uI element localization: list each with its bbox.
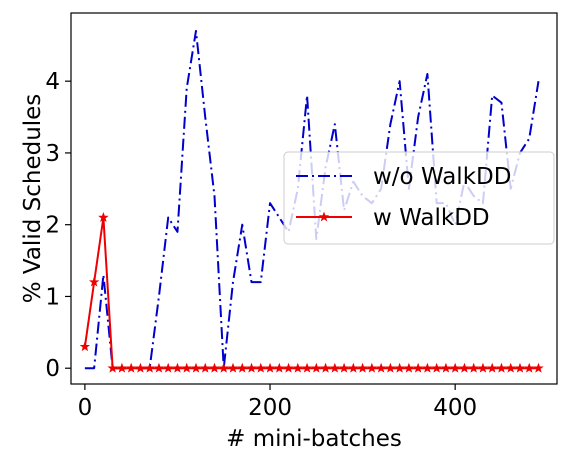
data-point-w-walkdd [505,362,516,373]
data-point-w-walkdd [98,212,109,222]
data-point-w-walkdd [301,362,313,373]
data-point-w-walkdd [311,362,322,373]
data-point-w-walkdd [107,362,118,373]
data-point-w-walkdd [125,362,137,373]
data-point-w-walkdd [135,362,146,373]
data-point-w-walkdd [348,362,359,373]
x-axis-label: # mini-batches [226,426,402,452]
data-point-w-walkdd [162,362,174,373]
legend-label-w-walkdd: w WalkDD [373,205,490,231]
data-point-w-walkdd [412,362,424,373]
legend-marker-w-walkdd [318,211,330,222]
data-point-w-walkdd [486,362,498,373]
y-tick-label: 2 [45,213,60,239]
data-point-w-walkdd [533,362,544,373]
data-point-w-walkdd [403,362,415,373]
x-axis: 0 200 400 [78,384,477,421]
data-point-w-walkdd [449,362,461,373]
data-point-w-walkdd [283,362,294,373]
legend-star-marker [318,211,330,222]
x-tick-label: 200 [248,395,292,421]
data-point-w-walkdd [200,362,211,373]
data-point-w-walkdd [366,362,378,373]
y-tick-label: 1 [45,284,60,310]
data-point-w-walkdd [440,362,452,373]
data-point-w-walkdd [338,362,350,373]
data-point-w-walkdd [88,276,100,287]
x-tick-label: 0 [78,395,93,421]
data-point-w-walkdd [422,362,433,373]
data-point-w-walkdd [496,362,507,373]
data-point-w-walkdd [329,362,341,373]
data-point-w-walkdd [255,362,266,373]
x-tick-label: 400 [433,395,477,421]
data-point-w-walkdd [227,362,239,373]
y-tick-label: 0 [45,356,60,382]
data-point-w-walkdd [218,362,229,373]
data-point-w-walkdd [209,362,220,373]
data-point-w-walkdd [190,362,202,373]
y-tick-label: 3 [45,141,60,167]
data-point-w-walkdd [172,362,183,373]
data-point-w-walkdd [477,362,489,373]
data-point-w-walkdd [274,362,285,373]
data-point-w-walkdd [514,362,526,373]
data-point-w-walkdd [320,362,331,373]
data-point-w-walkdd [144,362,155,373]
data-point-w-walkdd [431,362,442,373]
legend-label-wo-walkdd: w/o WalkDD [373,164,511,190]
data-point-w-walkdd [153,362,165,373]
data-point-w-walkdd [292,362,304,373]
data-point-w-walkdd [264,362,276,373]
data-point-w-walkdd [357,362,368,373]
data-point-w-walkdd [459,362,470,373]
data-point-w-walkdd [394,362,405,373]
y-axis-label: % Valid Schedules [20,94,46,304]
axes-frame [70,12,558,385]
data-point-w-walkdd [79,341,91,352]
y-tick-label: 4 [45,69,60,95]
data-point-w-walkdd [116,362,128,373]
y-axis: 0 1 2 3 4 [45,69,71,382]
data-point-w-walkdd [375,362,387,373]
data-point-w-walkdd [468,362,479,373]
data-point-w-walkdd [524,362,535,373]
legend: w/o WalkDD w WalkDD [283,151,555,245]
data-point-w-walkdd [181,362,192,373]
data-point-w-walkdd [246,362,257,373]
data-point-w-walkdd [385,362,396,373]
data-point-w-walkdd [237,362,248,373]
